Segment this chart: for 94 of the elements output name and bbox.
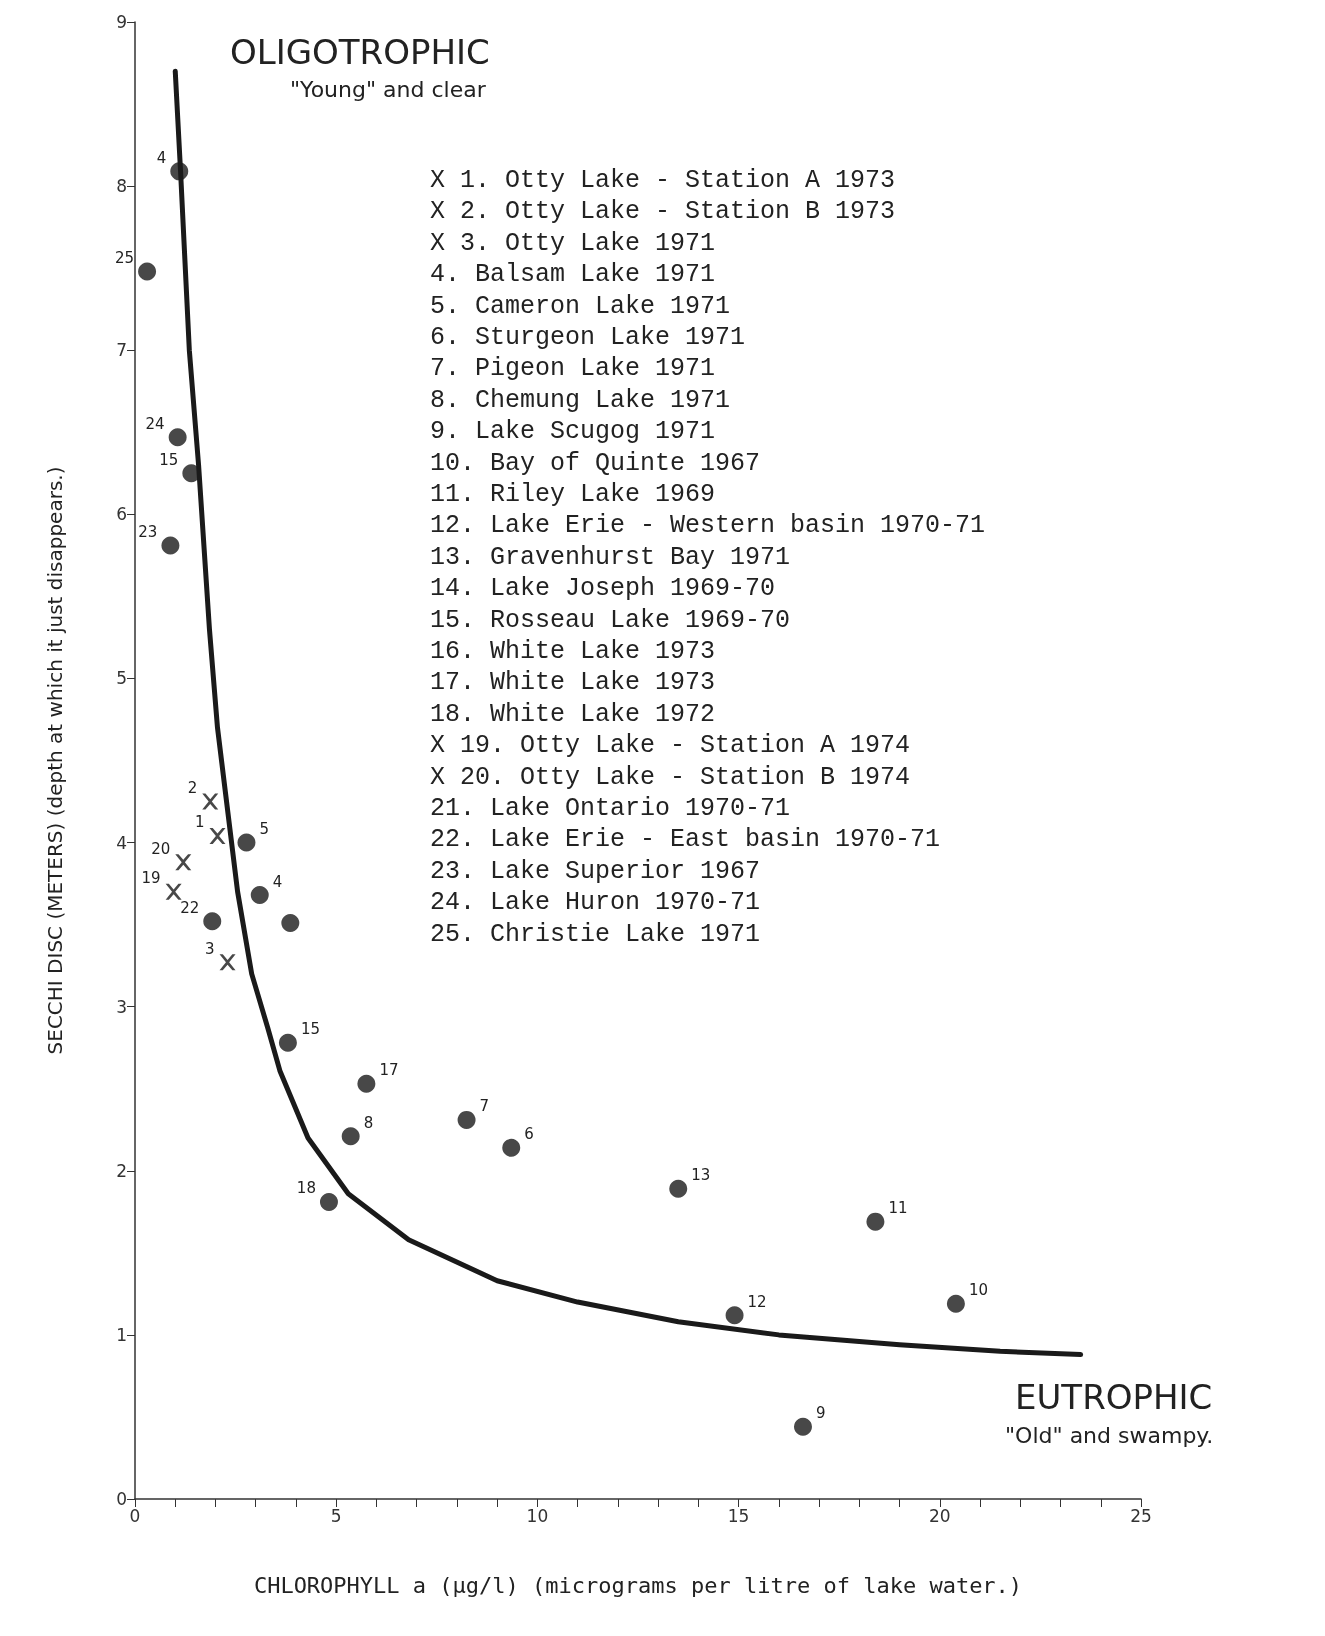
y-tick-label: 8 [116, 176, 127, 197]
annotation: 15 [159, 450, 179, 469]
point [203, 912, 222, 931]
annotation: 25. Christie Lake 1971 [430, 919, 761, 949]
annotation: 8 [363, 1113, 374, 1132]
annotation: 7 [479, 1097, 490, 1116]
annotation: 14. Lake Joseph 1969-70 [430, 574, 776, 604]
point [250, 886, 269, 905]
x-tick-label: 0 [129, 1505, 141, 1526]
point [946, 1294, 965, 1313]
annotation: 3 [205, 939, 215, 958]
annotation: 21. Lake Ontario 1970-71 [430, 794, 791, 823]
point [138, 262, 157, 281]
annotation: 19 [141, 869, 161, 888]
point [161, 536, 180, 555]
annotation: 18 [296, 1179, 316, 1198]
y-tick-label: 7 [116, 340, 127, 361]
annotation: 12 [747, 1292, 767, 1311]
y-tick-label: 1 [116, 1324, 127, 1345]
annotation: 9 [815, 1404, 826, 1423]
annotation: EUTROPHIC [1015, 1377, 1213, 1417]
point [502, 1138, 521, 1157]
y-tick-label: 4 [116, 832, 127, 853]
annotation: 22 [180, 898, 200, 917]
point [341, 1127, 360, 1146]
x-tick-label: 25 [1130, 1505, 1152, 1526]
annotation: X 2. Otty Lake - Station B 1973 [430, 197, 896, 227]
point [219, 954, 236, 971]
point [866, 1212, 885, 1231]
point [278, 1033, 297, 1052]
point [168, 428, 187, 447]
annotation: 8. Chemung Lake 1971 [430, 385, 731, 415]
annotation: 4. Balsam Lake 1971 [430, 260, 716, 290]
x-tick-label: 15 [727, 1505, 750, 1526]
point [175, 854, 192, 871]
annotation: 23 [138, 523, 158, 542]
point [209, 827, 226, 844]
annotation: 24 [145, 414, 165, 433]
annotation: 23. Lake Superior 1967 [430, 856, 761, 886]
annotation: 6 [524, 1125, 534, 1144]
y-tick-label: 3 [116, 996, 127, 1017]
annotation: X 3. Otty Lake 1971 [430, 228, 716, 258]
x-tick-label: 10 [526, 1505, 549, 1526]
annotation: 15 [300, 1020, 321, 1039]
point [319, 1192, 338, 1211]
annotation: 13 [691, 1166, 711, 1185]
y-tick-label: 5 [116, 668, 127, 689]
annotation: 24. Lake Huron 1970-71 [430, 888, 761, 918]
point [165, 883, 182, 900]
point [669, 1179, 688, 1198]
y-tick-label: 0 [116, 1489, 127, 1509]
annotation: 12. Lake Erie - Western basin 1970-71 [430, 511, 986, 541]
annotation: 16. White Lake 1973 [430, 637, 716, 666]
annotation: "Young" and clear [290, 76, 487, 102]
point [794, 1417, 812, 1436]
y-tick-label: 9 [116, 12, 127, 32]
annotation: 22. Lake Erie - East basin 1970-71 [430, 825, 941, 855]
annotation: 11. Riley Lake 1969 [430, 480, 716, 509]
annotation: 10 [968, 1281, 988, 1300]
annotation: 1 [194, 813, 205, 832]
annotation: 7. Pigeon Lake 1971 [430, 354, 716, 384]
annotation: 25 [114, 248, 135, 267]
point [281, 913, 300, 932]
point [457, 1110, 476, 1129]
annotation: 6. Sturgeon Lake 1971 [430, 323, 746, 352]
annotation: 2 [187, 779, 198, 798]
x-axis-title: CHLOROPHYLL a (µg/l) (micrograms per litre of lake water.) [253, 1572, 1023, 1598]
annotation: 4 [272, 872, 283, 891]
annotation: 17. White Lake 1973 [430, 668, 716, 698]
annotation: X 19. Otty Lake - Station A 1974 [430, 731, 911, 761]
point [237, 833, 256, 852]
point [202, 793, 219, 810]
y-axis-title: SECCHI DISC (METERS) (depth at which it just disappears.) [43, 466, 67, 1055]
x-tick-label: 20 [928, 1505, 951, 1526]
annotation: X 20. Otty Lake - Station B 1974 [430, 762, 911, 792]
annotation: 4 [156, 148, 167, 167]
x-tick-label: 5 [330, 1505, 342, 1526]
annotation: 20 [151, 839, 171, 858]
annotation: 5 [259, 820, 270, 839]
annotation: "Old" and swampy. [1005, 1422, 1214, 1448]
y-tick-label: 6 [116, 504, 127, 525]
y-tick-label: 2 [116, 1160, 127, 1181]
annotation: 9. Lake Scugog 1971 [430, 417, 716, 447]
annotation: 13. Gravenhurst Bay 1971 [430, 542, 791, 572]
annotation: X 1. Otty Lake - Station A 1973 [430, 166, 896, 195]
point [725, 1306, 744, 1325]
point [357, 1074, 376, 1093]
annotation: 17 [379, 1061, 399, 1080]
annotation: 15. Rosseau Lake 1969-70 [430, 605, 791, 635]
annotation: 10. Bay of Quinte 1967 [430, 448, 761, 478]
annotation: 18. White Lake 1972 [430, 699, 716, 729]
annotation: 5. Cameron Lake 1971 [430, 291, 731, 321]
annotation: 11 [888, 1199, 908, 1218]
annotation: OLIGOTROPHIC [230, 32, 490, 72]
